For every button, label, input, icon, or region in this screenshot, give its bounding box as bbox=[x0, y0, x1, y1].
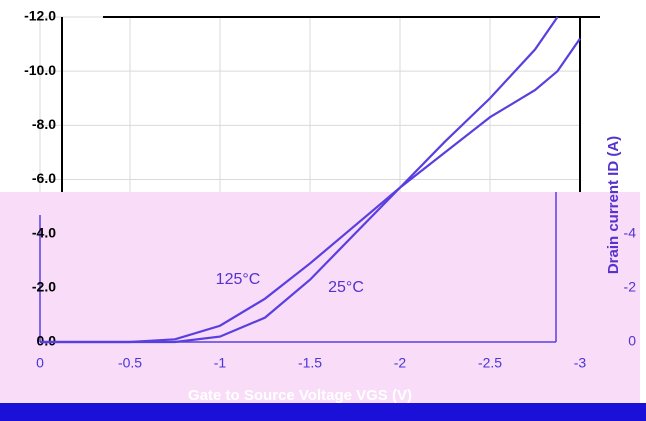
bottom-band bbox=[0, 403, 646, 421]
x-tick-label: 0 bbox=[36, 355, 44, 371]
y-tick-label: -12.0 bbox=[24, 8, 56, 24]
y2-tick-label: -2 bbox=[624, 279, 637, 295]
x-tick-label: -3 bbox=[574, 355, 587, 371]
x-axis-label: Gate to Source Voltage VGS (V) bbox=[188, 387, 412, 404]
y-tick-label: -4.0 bbox=[32, 224, 56, 240]
x-tick-label: -2.5 bbox=[478, 355, 502, 371]
y-tick-label: -10.0 bbox=[24, 62, 56, 78]
x-tick-label: -2 bbox=[394, 355, 407, 371]
y-tick-label: 0.0 bbox=[37, 333, 57, 349]
lower-panel bbox=[0, 192, 640, 404]
x-tick-label: -1.5 bbox=[298, 355, 322, 371]
x-tick-label: -0.5 bbox=[118, 355, 142, 371]
y2-tick-label: 0 bbox=[628, 333, 636, 349]
series-label: 125°C bbox=[216, 271, 261, 288]
plot: -12.0 -10.0 -8.0 -6.0 -4.0 -2.0 0.0 -4 -2 0 0 -0.5 -… bbox=[24, 8, 636, 371]
series-label: 25°C bbox=[328, 279, 364, 296]
y-tick-label: -8.0 bbox=[32, 116, 56, 132]
y-tick-label: -6.0 bbox=[32, 170, 56, 186]
series-line bbox=[40, 16, 559, 344]
y-tick-label: -2.0 bbox=[32, 279, 56, 295]
y-axis-label: Drain current ID (A) bbox=[605, 136, 622, 274]
y2-tick-label: -4 bbox=[624, 224, 637, 240]
x-tick-label: -1 bbox=[214, 355, 227, 371]
